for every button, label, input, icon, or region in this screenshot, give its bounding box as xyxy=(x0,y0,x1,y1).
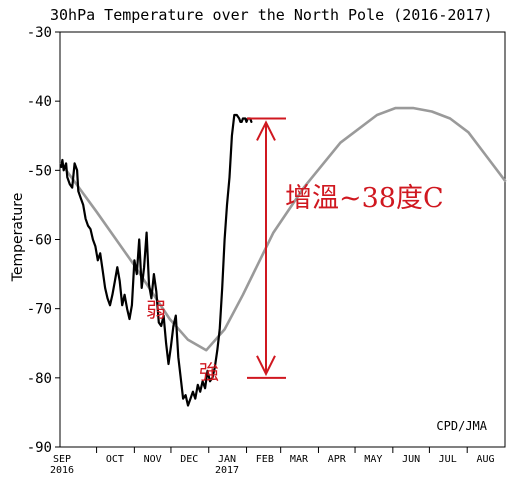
x-tick-label: SEP xyxy=(53,454,71,465)
y-axis-label: Temperature xyxy=(10,193,26,283)
y-tick-label: -80 xyxy=(27,371,52,387)
arrow-head-down xyxy=(256,355,276,377)
chart-title: 30hPa Temperature over the North Pole (2… xyxy=(50,6,493,24)
credit-label: CPD/JMA xyxy=(436,419,487,433)
annotation-layer: 增溫~38度C 弱強 xyxy=(146,117,444,384)
x-tick-label: JAN xyxy=(218,454,236,465)
y-tick-label: -70 xyxy=(27,302,52,318)
y-tick-label: -90 xyxy=(27,440,52,456)
x-year-label: 2017 xyxy=(215,465,239,476)
plot-frame xyxy=(59,31,506,448)
x-tick-label: FEB xyxy=(256,454,274,465)
weak-annotation: 弱 xyxy=(146,298,166,322)
x-year-label: 2016 xyxy=(50,465,74,476)
x-tick-label: OCT xyxy=(106,454,124,465)
x-tick-label: AUG xyxy=(476,454,494,465)
strong-annotation: 強 xyxy=(199,360,219,384)
x-tick-label: JUN xyxy=(402,454,420,465)
y-tick-label: -30 xyxy=(27,25,52,41)
series-layer xyxy=(59,106,507,407)
arrow-head-up xyxy=(256,120,276,141)
x-tick-label: MAR xyxy=(290,454,309,465)
x-axis: SEP OCT NOV DEC JAN FEB MAR APR MAY JUN JUL AUG 2016… xyxy=(50,447,495,476)
climatology-line xyxy=(59,106,507,352)
x-tick-label: APR xyxy=(328,454,347,465)
y-axis: -30 -40 -50 -60 -70 -80 -90 xyxy=(27,25,60,456)
y-tick-label: -40 xyxy=(27,94,52,110)
warming-annotation: 增溫~38度C xyxy=(285,183,444,214)
x-tick-label: MAY xyxy=(364,454,382,465)
x-tick-label: DEC xyxy=(180,454,198,465)
observed-line xyxy=(60,113,253,407)
y-tick-label: -50 xyxy=(27,163,52,179)
y-tick-label: -60 xyxy=(27,233,52,249)
x-tick-label: NOV xyxy=(144,454,162,465)
x-tick-label: JUL xyxy=(439,454,457,465)
